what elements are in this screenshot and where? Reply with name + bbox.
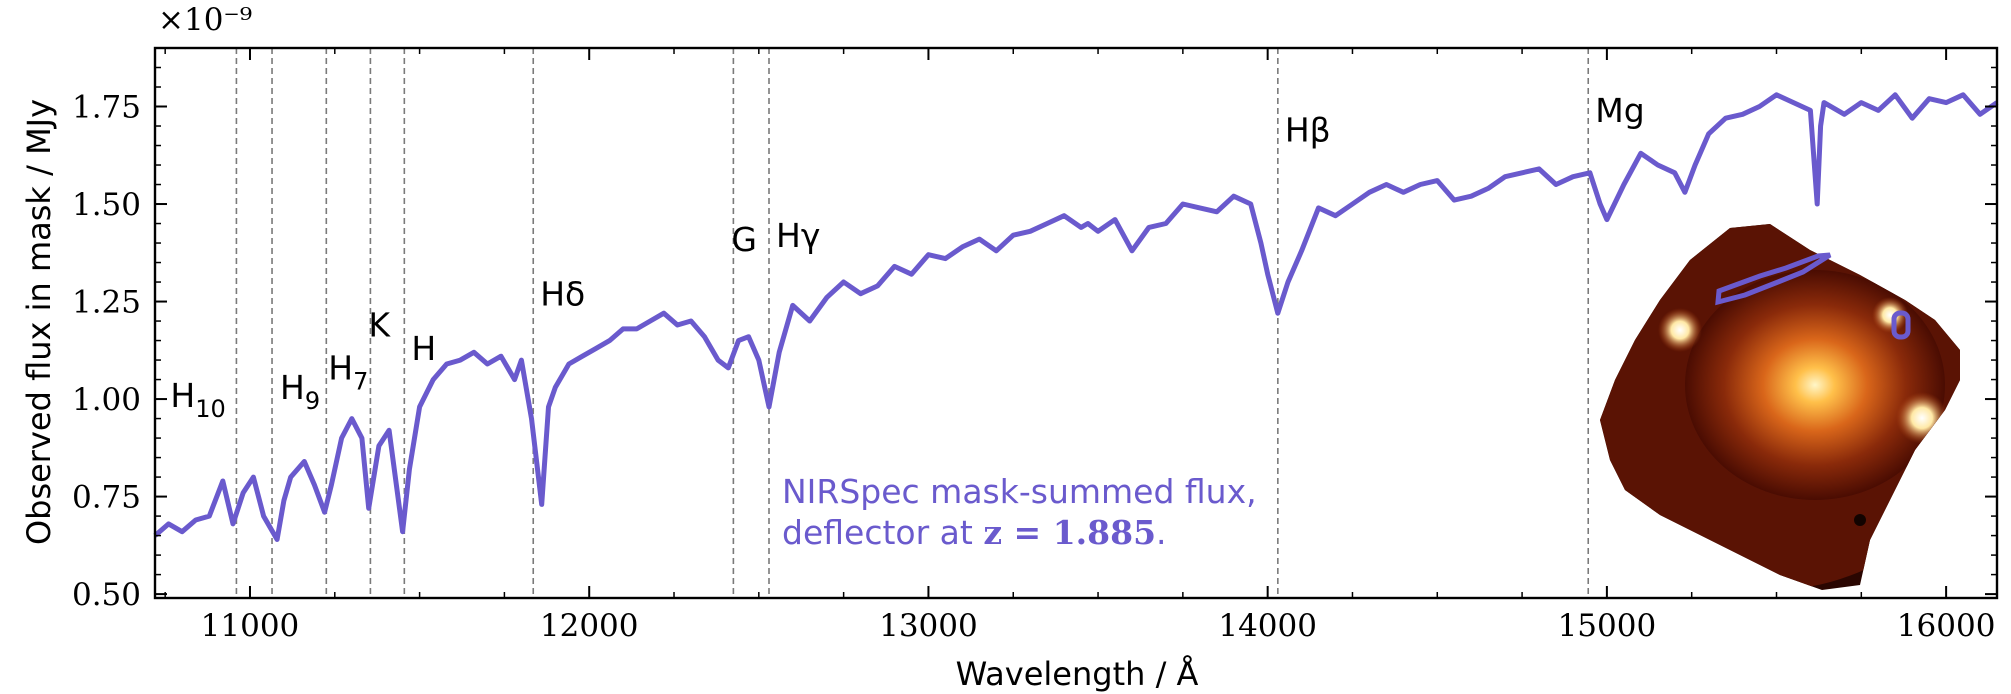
reference-line-label-7: Hγ: [776, 216, 820, 255]
annotation-line-2-text: deflector at: [782, 513, 983, 552]
reference-line-label-5: Hδ: [540, 274, 585, 313]
reference-line-label-6: G: [731, 220, 757, 259]
y-tick-label-0: 0.50: [72, 577, 141, 613]
reference-line-label-1: H9: [280, 368, 320, 415]
annotation-line-2: deflector at z = 1.885.: [782, 513, 1167, 552]
x-tick-label-0: 11000: [201, 608, 300, 644]
x-tick-label-5: 16000: [1897, 608, 1996, 644]
y-tick-label-4: 1.50: [72, 187, 141, 223]
annotation-line-1: NIRSpec mask-summed flux,: [782, 472, 1257, 511]
reference-line-label-0: H10: [170, 376, 225, 423]
reference-line-label-4: H: [411, 329, 436, 368]
plot-frame: [153, 46, 1999, 600]
x-tick-label-2: 13000: [879, 608, 978, 644]
x-axis-label: Wavelength / Å: [956, 655, 1199, 693]
reference-line-label-8: Hβ: [1285, 111, 1331, 150]
x-tick-label-1: 12000: [540, 608, 639, 644]
series-layer: [153, 92, 1999, 542]
y-tick-label-1: 0.75: [72, 480, 141, 516]
axes: 11000 12000 13000 14000 15000 16000 0.50 0.75 1.…: [72, 46, 1999, 644]
reference-line-label-2: H7: [328, 349, 368, 396]
y-axis-label: Observed flux in mask / MJy: [20, 99, 58, 545]
reference-line-label-9: Mg: [1595, 91, 1644, 130]
x-tick-label-3: 14000: [1218, 608, 1317, 644]
reference-line-label-3: K: [368, 306, 391, 345]
inset-image: [1600, 224, 1960, 590]
annotation-redshift: z = 1.885: [983, 513, 1156, 552]
annotation-line-2-end: .: [1156, 513, 1167, 552]
y-tick-label-3: 1.25: [72, 285, 141, 321]
y-tick-label-5: 1.75: [72, 90, 141, 126]
y-tick-label-2: 1.00: [72, 382, 141, 418]
x-tick-label-4: 15000: [1558, 608, 1657, 644]
y-multiplier: ×10⁻⁹: [158, 2, 252, 38]
